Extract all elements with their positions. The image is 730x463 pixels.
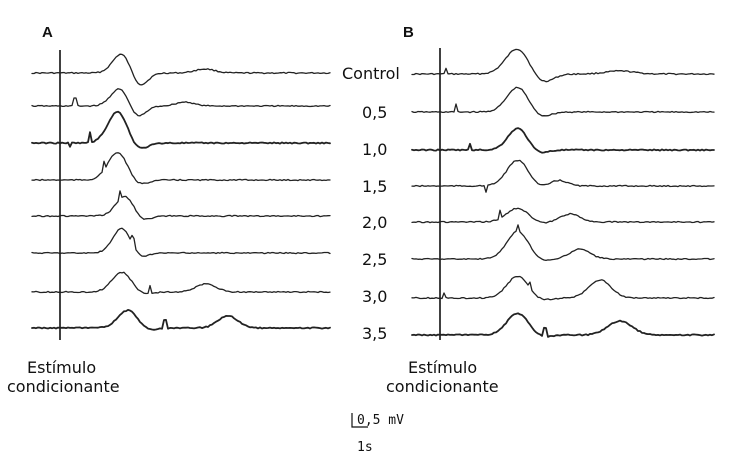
trace-a-2-5 xyxy=(31,227,331,257)
trace-a-2-0 xyxy=(31,190,331,220)
trace-b-3-0 xyxy=(411,275,715,301)
trace-a-0-5 xyxy=(31,88,331,117)
trace-a-control xyxy=(31,53,331,86)
row-label-3-5: 3,5 xyxy=(362,324,387,343)
trace-a-3-0 xyxy=(31,271,331,295)
row-label-1-5: 1,5 xyxy=(362,177,387,196)
panel-b-stimulus-label-line1: Estímulo xyxy=(408,358,477,377)
trace-b-1-0 xyxy=(411,127,715,154)
row-label-control: Control xyxy=(342,64,400,83)
trace-a-1-0 xyxy=(31,110,331,149)
row-label-3-0: 3,0 xyxy=(362,287,387,306)
scale-time-label: 1s xyxy=(357,440,373,455)
panel-a-stimulus-label-line1: Estímulo xyxy=(27,358,96,377)
panel-a-traces xyxy=(31,53,331,331)
row-label-2-0: 2,0 xyxy=(362,213,387,232)
row-labels: Control 0,5 1,0 1,5 2,0 2,5 3,0 3,5 xyxy=(342,64,400,343)
trace-b-3-5 xyxy=(411,312,715,338)
trace-b-2-0 xyxy=(411,207,715,224)
trace-b-0-5 xyxy=(411,86,715,117)
trace-a-1-5 xyxy=(31,152,331,185)
row-label-0-5: 0,5 xyxy=(362,103,387,122)
panel-a-label: A xyxy=(42,24,53,41)
panel-a-stimulus-label-line2: condicionante xyxy=(7,377,120,396)
trace-b-1-5 xyxy=(411,159,715,193)
panel-b-traces xyxy=(411,48,715,338)
scale-bar xyxy=(351,413,368,428)
scale-voltage-label: 0,5 mV xyxy=(357,413,404,428)
trace-b-control xyxy=(411,48,715,83)
trace-a-3-5 xyxy=(31,309,331,331)
trace-b-2-5 xyxy=(411,224,715,262)
panel-b-label: B xyxy=(403,24,414,41)
row-label-1-0: 1,0 xyxy=(362,140,387,159)
row-label-2-5: 2,5 xyxy=(362,250,387,269)
panel-b-stimulus-label-line2: condicionante xyxy=(386,377,499,396)
